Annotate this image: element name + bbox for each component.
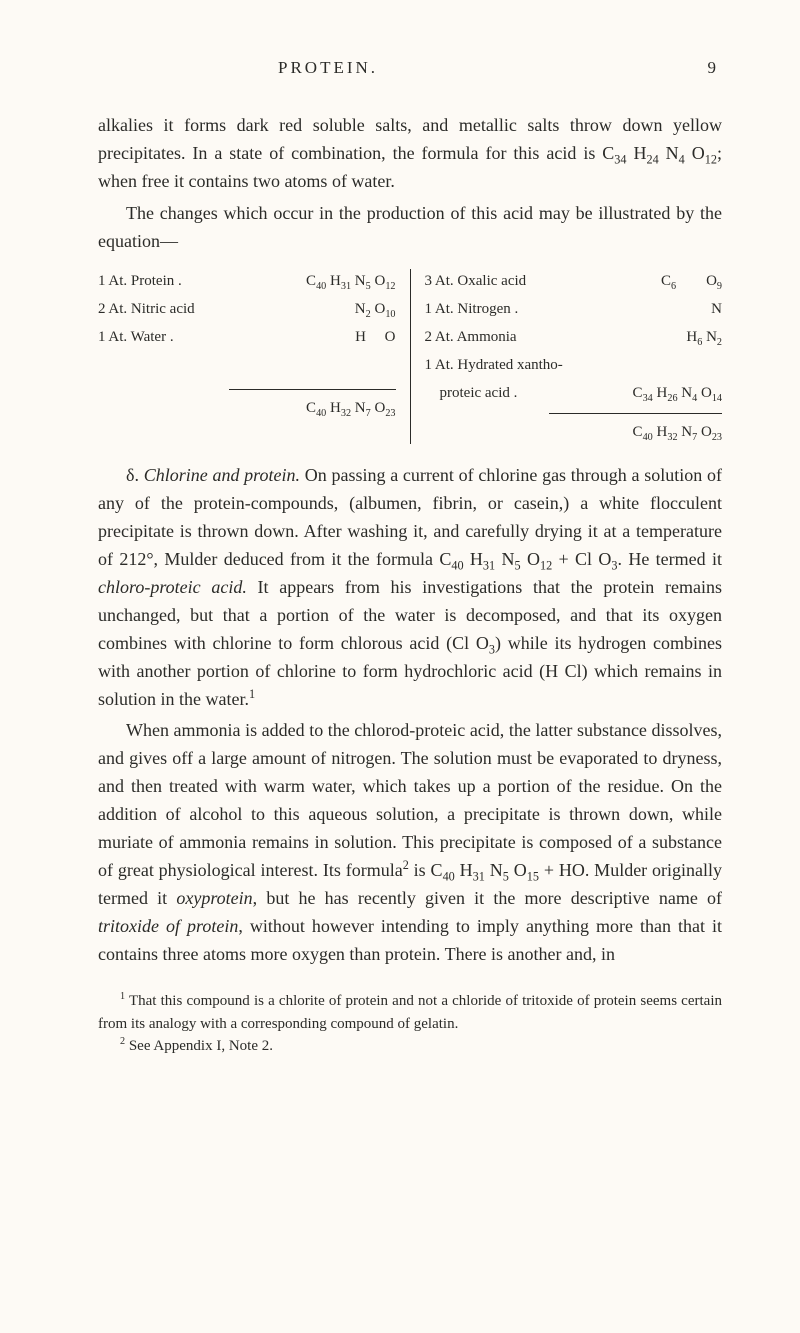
eq-left-row-1: 1 At. Protein . C40 H31 N5 O12: [98, 269, 396, 293]
eq-right-sum: C40 H32 N7 O23: [425, 420, 723, 444]
running-title: PROTEIN.: [278, 58, 378, 78]
paragraph-2: The changes which occur in the productio…: [98, 200, 722, 256]
eq-formula: C40 H32 N7 O23: [306, 396, 395, 420]
eq-formula: C34 H26 N4 O14: [633, 381, 722, 405]
running-head: PROTEIN. 9: [98, 58, 722, 78]
equation-block: 1 At. Protein . C40 H31 N5 O12 2 At. Nit…: [98, 269, 722, 444]
rule: [549, 413, 722, 414]
eq-left-row-3: 1 At. Water . H O: [98, 325, 396, 349]
eq-right-row-3: 2 At. Ammonia H6 N2: [425, 325, 723, 349]
page: PROTEIN. 9 alkalies it forms dark red so…: [0, 0, 800, 1333]
eq-formula: H O: [355, 325, 395, 349]
eq-right-row-5: proteic acid . C34 H26 N4 O14: [425, 381, 723, 405]
eq-right-row-4: 1 At. Hydrated xantho-: [425, 353, 723, 377]
eq-label: 1 At. Hydrated xantho-: [425, 353, 563, 377]
para1-formula: 34 H24 N4 O12: [614, 143, 717, 163]
paragraph-3: δ. Chlorine and protein. On passing a cu…: [98, 462, 722, 713]
footnotes: 1 That this compound is a chlorite of pr…: [98, 990, 722, 1058]
eq-right-row-1: 3 At. Oxalic acid C6 O9: [425, 269, 723, 293]
equation-left: 1 At. Protein . C40 H31 N5 O12 2 At. Nit…: [98, 269, 410, 444]
footnote-2: 2 See Appendix I, Note 2.: [98, 1035, 722, 1058]
eq-label: 3 At. Oxalic acid: [425, 269, 527, 293]
eq-formula: H6 N2: [686, 325, 722, 349]
eq-formula: C6 O9: [661, 269, 722, 293]
page-number: 9: [708, 58, 717, 78]
eq-label: 1 At. Nitrogen .: [425, 297, 519, 321]
eq-formula: N: [711, 297, 722, 321]
eq-formula: C40 H31 N5 O12: [306, 269, 395, 293]
eq-label: proteic acid .: [425, 381, 518, 405]
rule: [229, 389, 396, 390]
equation-right: 3 At. Oxalic acid C6 O9 1 At. Nitrogen .…: [411, 269, 723, 444]
eq-right-row-2: 1 At. Nitrogen . N: [425, 297, 723, 321]
eq-formula: C40 H32 N7 O23: [633, 420, 722, 444]
paragraph-4: When ammonia is added to the chlorod-pro…: [98, 717, 722, 968]
eq-left-row-2: 2 At. Nitric acid N2 O10: [98, 297, 396, 321]
eq-label: 1 At. Water .: [98, 325, 174, 349]
eq-formula: N2 O10: [355, 297, 396, 321]
eq-left-sum: C40 H32 N7 O23: [98, 396, 396, 420]
eq-label: 1 At. Protein .: [98, 269, 182, 293]
paragraph-1: alkalies it forms dark red soluble salts…: [98, 112, 722, 196]
footnote-1: 1 That this compound is a chlorite of pr…: [98, 990, 722, 1035]
eq-label: 2 At. Ammonia: [425, 325, 517, 349]
eq-label: 2 At. Nitric acid: [98, 297, 195, 321]
